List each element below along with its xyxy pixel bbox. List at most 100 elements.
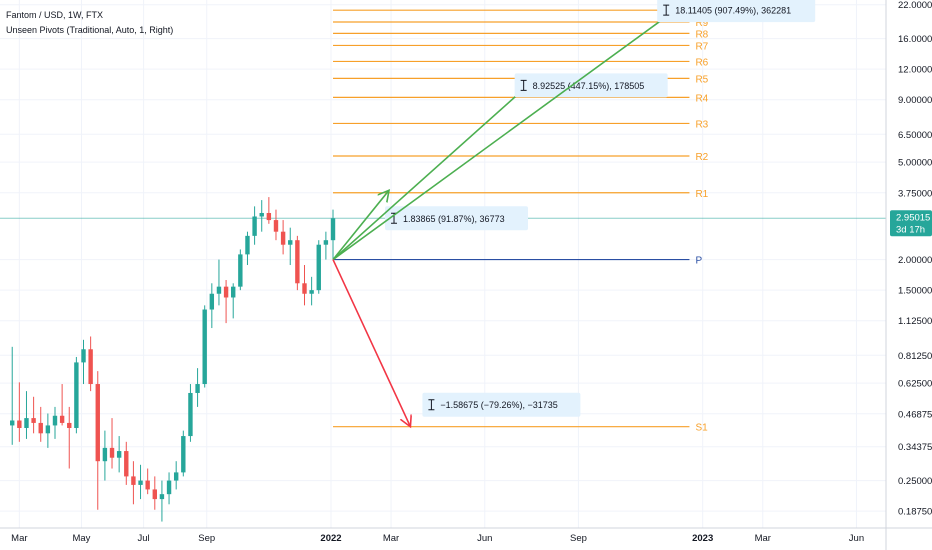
candle[interactable]: [109, 418, 115, 469]
candle[interactable]: [81, 339, 86, 385]
candle[interactable]: [31, 396, 36, 434]
x-tick-label: 2023: [692, 533, 713, 544]
y-tick-label: 0.62500: [898, 379, 932, 390]
candle[interactable]: [273, 209, 279, 241]
candle[interactable]: [302, 265, 307, 306]
y-tick-label: 0.34375: [898, 442, 932, 453]
measurement-tools[interactable]: 1.83865 (91.87%), 36773 8.92525 (447.15%)…: [332, 0, 816, 427]
candle[interactable]: [131, 461, 136, 505]
candle[interactable]: [209, 283, 215, 329]
candle[interactable]: [202, 305, 207, 388]
candle[interactable]: [316, 240, 321, 294]
candle[interactable]: [52, 406, 58, 439]
candle[interactable]: [195, 368, 200, 407]
candle[interactable]: [280, 220, 286, 255]
measure-label-bg: [657, 0, 816, 23]
candle-body: [52, 415, 58, 426]
candle[interactable]: [223, 280, 229, 324]
pivot-level-label: R5: [695, 74, 708, 85]
y-tick-label: 3.75000: [898, 188, 932, 199]
candle-body: [316, 244, 321, 291]
candle-body: [152, 489, 157, 500]
candle[interactable]: [74, 356, 79, 434]
measure-label-bg: [385, 206, 529, 231]
candle-body: [231, 286, 236, 298]
candle[interactable]: [59, 384, 65, 426]
pivot-level-label: S1: [695, 423, 708, 434]
candle-body: [323, 240, 329, 245]
candle[interactable]: [245, 231, 250, 266]
x-tick-label: Mar: [383, 533, 399, 544]
bar-countdown-label: 3d 17h: [896, 224, 925, 235]
candle[interactable]: [323, 231, 329, 260]
x-tick-label: Jul: [138, 533, 150, 544]
measure-arrow: [332, 79, 535, 261]
pivot-level-label: R7: [695, 41, 708, 52]
x-tick-label: Sep: [198, 533, 215, 544]
candle[interactable]: [288, 227, 293, 266]
candlesticks[interactable]: [10, 197, 336, 522]
candle[interactable]: [145, 468, 150, 495]
candle-body: [124, 451, 129, 477]
pivot-level-label: R4: [695, 93, 708, 104]
candle[interactable]: [138, 464, 143, 500]
candle-body: [88, 349, 93, 385]
measure-label: 8.92525 (447.15%), 178505: [514, 73, 668, 98]
candle[interactable]: [181, 430, 186, 477]
measure-label-bg: [422, 392, 581, 417]
candle[interactable]: [259, 200, 264, 232]
candle-body: [295, 240, 300, 284]
candle-body: [238, 254, 243, 287]
candle[interactable]: [17, 382, 22, 442]
x-tick-label: Sep: [570, 533, 587, 544]
y-tick-label: 1.12500: [898, 316, 932, 327]
measure-range-icon: [663, 4, 670, 16]
candle-body: [245, 235, 250, 255]
candle[interactable]: [231, 283, 236, 319]
y-tick-label: 0.81250: [898, 351, 932, 362]
measure-label: −1.58675 (−79.26%), −31735: [422, 392, 581, 417]
candle[interactable]: [266, 197, 272, 224]
candle[interactable]: [252, 206, 257, 245]
candle[interactable]: [38, 406, 43, 442]
candle-body: [302, 283, 307, 294]
candle[interactable]: [95, 371, 100, 510]
candle[interactable]: [295, 235, 300, 291]
candle-body: [24, 418, 29, 428]
candle[interactable]: [188, 384, 193, 442]
candle-body: [145, 480, 150, 490]
candle[interactable]: [116, 436, 122, 473]
candle[interactable]: [166, 472, 172, 505]
candle[interactable]: [24, 391, 29, 439]
candle[interactable]: [124, 441, 129, 485]
pivot-level-label: R8: [695, 29, 708, 40]
candle-body: [102, 447, 108, 462]
candle[interactable]: [159, 480, 165, 522]
candle[interactable]: [67, 406, 72, 469]
candle-body: [74, 362, 79, 428]
pivot-level-label: P: [695, 256, 702, 267]
candle[interactable]: [152, 476, 157, 510]
candle-body: [31, 418, 36, 423]
candle[interactable]: [88, 336, 93, 392]
candle[interactable]: [102, 430, 108, 481]
candle[interactable]: [216, 259, 222, 306]
candle[interactable]: [45, 413, 51, 448]
measure-label: 18.11405 (907.49%), 362281: [657, 0, 816, 23]
candle-body: [288, 240, 293, 245]
candle[interactable]: [238, 249, 243, 291]
symbol-title[interactable]: Fantom / USD, 1W, FTX: [6, 10, 104, 20]
candle[interactable]: [309, 276, 314, 306]
candle[interactable]: [173, 461, 179, 490]
candle-body: [45, 425, 51, 434]
candle-body: [138, 480, 143, 485]
candle[interactable]: [10, 346, 15, 445]
x-tick-label: Jun: [477, 533, 492, 544]
y-tick-label: 9.00000: [898, 95, 932, 106]
candle[interactable]: [330, 209, 336, 260]
measure-label-text: −1.58675 (−79.26%), −31735: [440, 400, 557, 410]
indicator-title[interactable]: Unseen Pivots (Traditional, Auto, 1, Rig…: [6, 25, 174, 35]
candle-body: [216, 286, 222, 294]
